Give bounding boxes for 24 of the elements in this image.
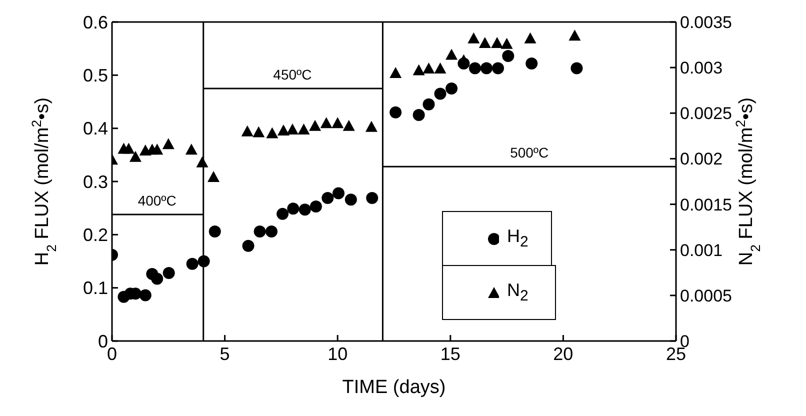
- y-tick-label: 0.4: [82, 118, 108, 139]
- x-tick-label: 10: [328, 344, 348, 364]
- annotation: 500ºC: [510, 144, 549, 161]
- legend-label: H$_{2}$: [507, 226, 528, 251]
- y-tick-label: 0.6: [82, 12, 108, 32]
- x-tick-label: 20: [553, 344, 574, 364]
- y2-tick-label: 0.0025: [680, 104, 732, 124]
- legend-label: N$_{2}$: [507, 280, 528, 305]
- y-tick-label: 0: [98, 331, 108, 352]
- y2-tick-label: 0.0005: [680, 286, 732, 306]
- y-tick-label: 0.5: [82, 66, 108, 86]
- y-tick-label: 0.2: [82, 225, 108, 246]
- y2-tick-label: 0.0035: [680, 13, 732, 32]
- x-axis-title: TIME (days): [342, 377, 446, 398]
- y2-tick-label: 0.0015: [680, 195, 732, 214]
- x-tick-label: 5: [220, 344, 230, 364]
- x-tick-label: 15: [440, 344, 460, 364]
- annotation: 450ºC: [273, 66, 312, 82]
- annotation: 400ºC: [138, 192, 176, 208]
- y-tick-label: 0.1: [82, 278, 108, 298]
- y2-tick-label: 0.001: [680, 240, 723, 260]
- y2-tick-label: 0.003: [680, 58, 723, 78]
- y-tick-label: 0.3: [82, 172, 108, 192]
- y2-tick-label: 0.002: [680, 150, 723, 169]
